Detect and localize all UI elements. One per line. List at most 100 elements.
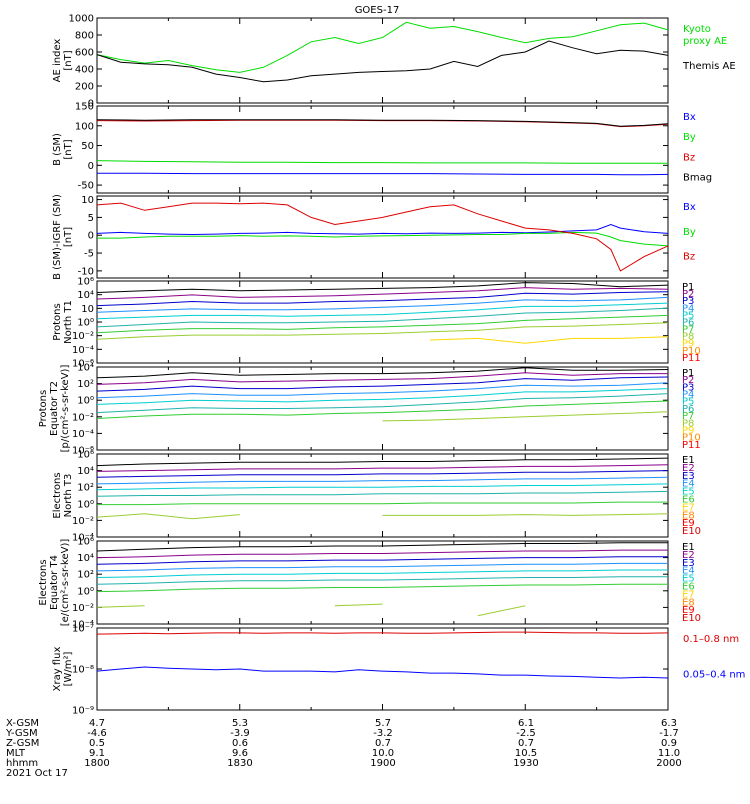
series-line-e2 bbox=[97, 550, 668, 558]
series-line-e3 bbox=[97, 471, 668, 478]
legend-bmag: Bmag bbox=[683, 173, 712, 184]
y-tick-label: 800 bbox=[75, 31, 94, 42]
y-tick-label: 400 bbox=[75, 65, 94, 76]
series-line-themis-ae bbox=[97, 41, 668, 82]
legend-bx: Bx bbox=[683, 202, 696, 213]
legend-e10: E10 bbox=[682, 613, 701, 624]
series-line-e3 bbox=[97, 557, 668, 564]
figure-title: GOES-17 bbox=[355, 5, 400, 16]
y-tick-label: 10⁴ bbox=[77, 290, 94, 301]
y-tick-label: 200 bbox=[75, 82, 94, 93]
y-tick-label: 10⁴ bbox=[77, 363, 94, 374]
y-tick-label: 10² bbox=[77, 379, 94, 390]
y-axis-label: [p/(cm²-s-sr-keV)] bbox=[60, 365, 71, 453]
y-tick-label: 0 bbox=[88, 231, 94, 242]
panel-p2: 10⁴ 10² 10⁰ 10⁻² 10⁻⁴ 10⁻⁶ Protons Equator T2 [p… bbox=[38, 363, 701, 457]
y-axis-label: [nT] bbox=[63, 50, 74, 70]
series-line-p6 bbox=[97, 308, 668, 327]
y-tick-label: -5 bbox=[84, 249, 94, 260]
y-tick-label: 10⁰ bbox=[77, 396, 94, 407]
panel-bsm: -50 0 50 100 150 B (SM) [nT] Bx By Bz Bmag bbox=[52, 102, 712, 194]
series-line-p6 bbox=[97, 394, 668, 413]
legend-kyoto-proxy-ae: Kyoto bbox=[683, 24, 711, 35]
series-line-e6 bbox=[97, 491, 668, 496]
panel-frame bbox=[97, 106, 668, 193]
footer-value: 1930 bbox=[513, 758, 538, 769]
y-tick-label: 10⁶ bbox=[77, 450, 94, 461]
series-line-e2 bbox=[97, 465, 668, 472]
y-axis-label: Protons bbox=[52, 303, 63, 340]
series-line-p5 bbox=[97, 389, 668, 405]
y-tick-label: 10⁻² bbox=[72, 603, 94, 614]
panel-e1: 10⁶10⁴10²10⁰10⁻²10⁻⁴Electrons North T3E1E… bbox=[52, 450, 701, 544]
legend-e10: E10 bbox=[682, 526, 701, 537]
y-axis-label: Equator T2 bbox=[49, 381, 60, 436]
legend-p11: P11 bbox=[682, 353, 701, 364]
panel-xray: 10⁻⁷ 10⁻⁸ 10⁻⁹ Xray flux [W/m²] 0.1–0.8 nm 0.0… bbox=[52, 624, 745, 717]
footer-value: 2000 bbox=[656, 758, 681, 769]
legend-bx: Bx bbox=[683, 112, 696, 123]
legend-bz: Bz bbox=[683, 152, 695, 163]
y-tick-label: 10⁶ bbox=[77, 537, 94, 548]
panel-frame bbox=[97, 18, 668, 103]
y-axis-label: Electrons bbox=[52, 472, 63, 518]
y-tick-label: 0 bbox=[88, 161, 94, 172]
legend-by: By bbox=[683, 227, 696, 238]
series-line-e5 bbox=[97, 570, 668, 578]
series-line-p5 bbox=[97, 303, 668, 319]
series-line-bz bbox=[97, 203, 668, 271]
series-line-e4 bbox=[97, 477, 668, 484]
legend-kyoto-proxy-ae: proxy AE bbox=[683, 36, 727, 47]
y-tick-label: 10⁲ bbox=[81, 304, 94, 315]
y-tick-label: 5 bbox=[88, 213, 94, 224]
y-tick-label: 10² bbox=[77, 483, 94, 494]
legend-bz: Bz bbox=[683, 252, 695, 263]
series-line-e7 bbox=[97, 502, 668, 505]
y-tick-label: -50 bbox=[78, 181, 94, 192]
goes17-summary-figure: GOES-17 0 200 400 600 800 1000 AE index [nT] Kyo… bbox=[0, 0, 750, 804]
y-tick-label: 50 bbox=[81, 141, 94, 152]
y-tick-label: 10⁻² bbox=[72, 516, 94, 527]
y-axis-label: [e/(cm²-s-sr-keV)] bbox=[60, 539, 71, 627]
figure-canvas: GOES-17 02004006008001000AE index [nT]Kyo… bbox=[0, 0, 750, 800]
y-tick-label: 100 bbox=[75, 121, 94, 132]
series-line-p8 bbox=[383, 412, 669, 421]
series-line-0-05-0-4-nm bbox=[97, 667, 668, 678]
y-axis-label: Protons bbox=[38, 390, 49, 427]
y-axis-label: [W/m²] bbox=[63, 651, 74, 686]
y-axis-label: [nT] bbox=[63, 139, 74, 159]
series-line-by bbox=[97, 161, 668, 164]
y-tick-label: 10⁶ bbox=[77, 277, 94, 288]
y-tick-label: 10⁰ bbox=[77, 499, 94, 510]
series-line-e8 bbox=[97, 604, 525, 616]
series-line-p9 bbox=[430, 337, 668, 344]
legend-0-1-0-8-nm: 0.1–0.8 nm bbox=[683, 634, 739, 645]
series-line-e7 bbox=[97, 584, 668, 591]
series-line-p2 bbox=[97, 373, 668, 385]
series-line-p8 bbox=[97, 323, 668, 339]
series-line-p7 bbox=[97, 315, 668, 332]
y-tick-label: 10⁻⁹ bbox=[72, 706, 94, 717]
y-axis-label: B (SM) bbox=[52, 133, 63, 166]
y-tick-label: 10⁰ bbox=[77, 586, 94, 597]
panel-e2: 10⁶ 10⁴ 10² 10⁰ 10⁻² 10⁻⁴ Electrons Equator T4[… bbox=[38, 537, 701, 631]
y-tick-label: 10⁻⁴ bbox=[72, 345, 94, 356]
y-tick-label: 150 bbox=[75, 102, 94, 113]
y-axis-label: B (SM)-IGRF (SM) bbox=[52, 194, 63, 280]
y-axis-label: North T3 bbox=[63, 474, 74, 518]
y-tick-label: 10⁴ bbox=[77, 553, 94, 564]
series-line-p4 bbox=[97, 297, 668, 312]
y-tick-label: 600 bbox=[75, 48, 94, 59]
y-tick-label: 10⁴ bbox=[77, 466, 94, 477]
panel-frame bbox=[97, 196, 668, 278]
y-tick-label: 10⁰ bbox=[77, 318, 94, 329]
series-line-bx bbox=[97, 173, 668, 175]
footer-value: 1830 bbox=[227, 758, 252, 769]
series-line-e5 bbox=[97, 484, 668, 490]
footer-value: 1800 bbox=[84, 758, 109, 769]
legend-p11: P11 bbox=[682, 440, 701, 451]
legend-themis-ae: Themis AE bbox=[682, 61, 736, 72]
y-tick-label: 1000 bbox=[69, 14, 94, 25]
legend-by: By bbox=[683, 132, 696, 143]
panel-ae: 0 200 400 600 800 1000 AE index [nT] Kyotoproxy … bbox=[52, 14, 736, 110]
